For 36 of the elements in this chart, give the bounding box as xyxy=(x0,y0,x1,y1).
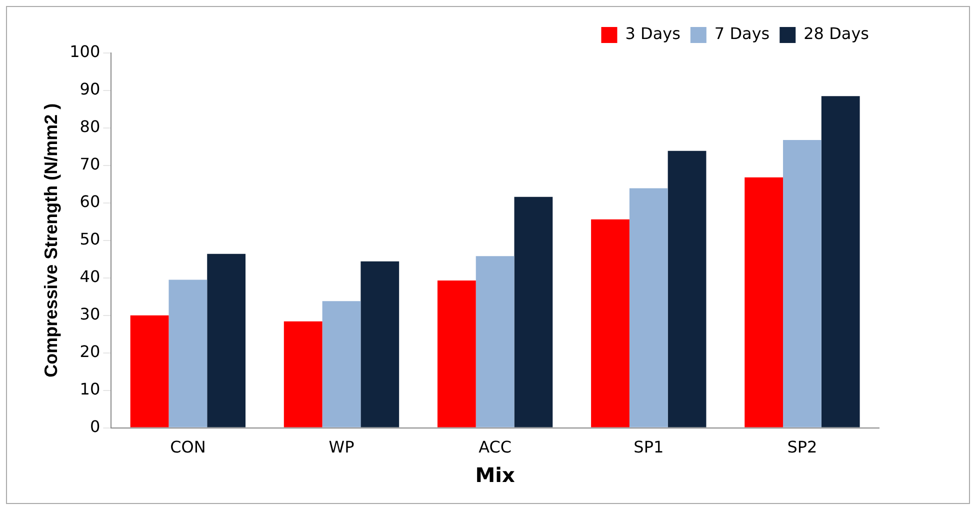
x-tick-label: SP2 xyxy=(787,438,818,457)
bar xyxy=(130,315,169,428)
x-tick-label: ACC xyxy=(478,438,512,457)
y-tick-label: 0 xyxy=(90,416,100,436)
x-tick-label: SP1 xyxy=(634,438,664,457)
bar xyxy=(514,196,553,428)
bar xyxy=(360,261,400,428)
x-axis-title: Mix xyxy=(475,463,515,488)
bar xyxy=(322,301,361,428)
bar xyxy=(629,188,668,428)
y-tick-label: 100 xyxy=(70,42,100,62)
x-tick-label: WP xyxy=(328,438,355,457)
y-tick-label: 40 xyxy=(80,267,100,286)
y-tick-label: 30 xyxy=(80,304,100,324)
y-tick-label: 50 xyxy=(80,230,100,249)
x-tick-label: CON xyxy=(170,438,206,457)
y-tick-label: 20 xyxy=(80,342,100,361)
bar xyxy=(284,321,322,428)
y-tick-label: 70 xyxy=(80,154,100,174)
y-tick-label: 10 xyxy=(80,379,100,398)
bar xyxy=(821,96,860,428)
y-tick-label: 80 xyxy=(80,117,100,136)
y-tick-label: 60 xyxy=(80,192,100,212)
bar xyxy=(744,177,784,428)
legend-label: 7 Days xyxy=(714,24,770,44)
y-tick-label: 90 xyxy=(80,80,100,99)
legend-label: 28 Days xyxy=(804,24,869,44)
bar xyxy=(668,150,706,428)
bar xyxy=(591,219,630,428)
bar xyxy=(476,256,514,428)
bar xyxy=(437,280,476,428)
legend-label: 3 Days xyxy=(625,24,680,44)
bar xyxy=(168,280,208,428)
y-axis-title: Compressive Strength (N/mm2 ) xyxy=(40,103,61,378)
bar xyxy=(783,140,822,428)
bar xyxy=(207,254,246,428)
